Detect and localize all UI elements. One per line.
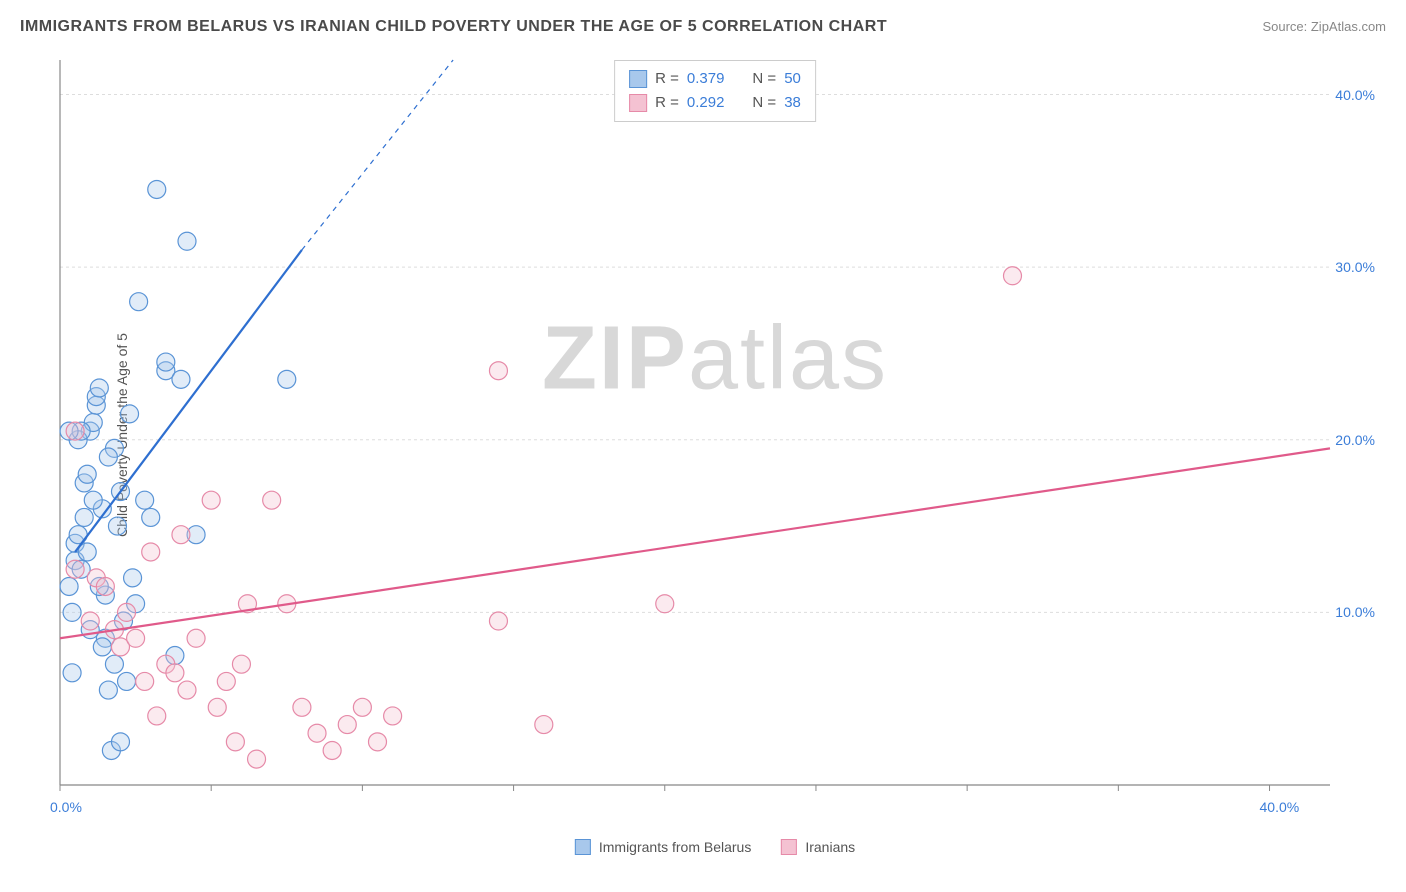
y-tick-label: 40.0% [1335, 87, 1375, 103]
r-label: R = [655, 67, 679, 91]
legend-stat-row: R = 0.292 N = 38 [629, 91, 801, 115]
scatter-plot [50, 55, 1380, 815]
legend-label: Immigrants from Belarus [599, 839, 751, 855]
legend-stats: R = 0.379 N = 50 R = 0.292 N = 38 [614, 60, 816, 122]
r-value: 0.379 [687, 67, 725, 91]
chart-source: Source: ZipAtlas.com [1262, 19, 1386, 34]
y-tick-label: 20.0% [1335, 432, 1375, 448]
legend-stat-row: R = 0.379 N = 50 [629, 67, 801, 91]
legend-label: Iranians [805, 839, 855, 855]
n-label: N = [752, 67, 776, 91]
legend-swatch [575, 839, 591, 855]
y-tick-label: 10.0% [1335, 604, 1375, 620]
legend-swatch [629, 70, 647, 88]
chart-title: IMMIGRANTS FROM BELARUS VS IRANIAN CHILD… [20, 18, 887, 36]
legend-swatch [781, 839, 797, 855]
legend-swatch [629, 94, 647, 112]
n-value: 50 [784, 67, 801, 91]
chart-area: Child Poverty Under the Age of 5 ZIPatla… [50, 55, 1380, 815]
chart-header: IMMIGRANTS FROM BELARUS VS IRANIAN CHILD… [20, 18, 1386, 36]
x-tick-label: 0.0% [50, 799, 82, 815]
legend-item: Iranians [781, 839, 855, 855]
legend-series: Immigrants from Belarus Iranians [575, 839, 855, 855]
x-tick-label: 40.0% [1260, 799, 1300, 815]
n-label: N = [752, 91, 776, 115]
r-label: R = [655, 91, 679, 115]
n-value: 38 [784, 91, 801, 115]
y-tick-label: 30.0% [1335, 259, 1375, 275]
r-value: 0.292 [687, 91, 725, 115]
legend-item: Immigrants from Belarus [575, 839, 751, 855]
